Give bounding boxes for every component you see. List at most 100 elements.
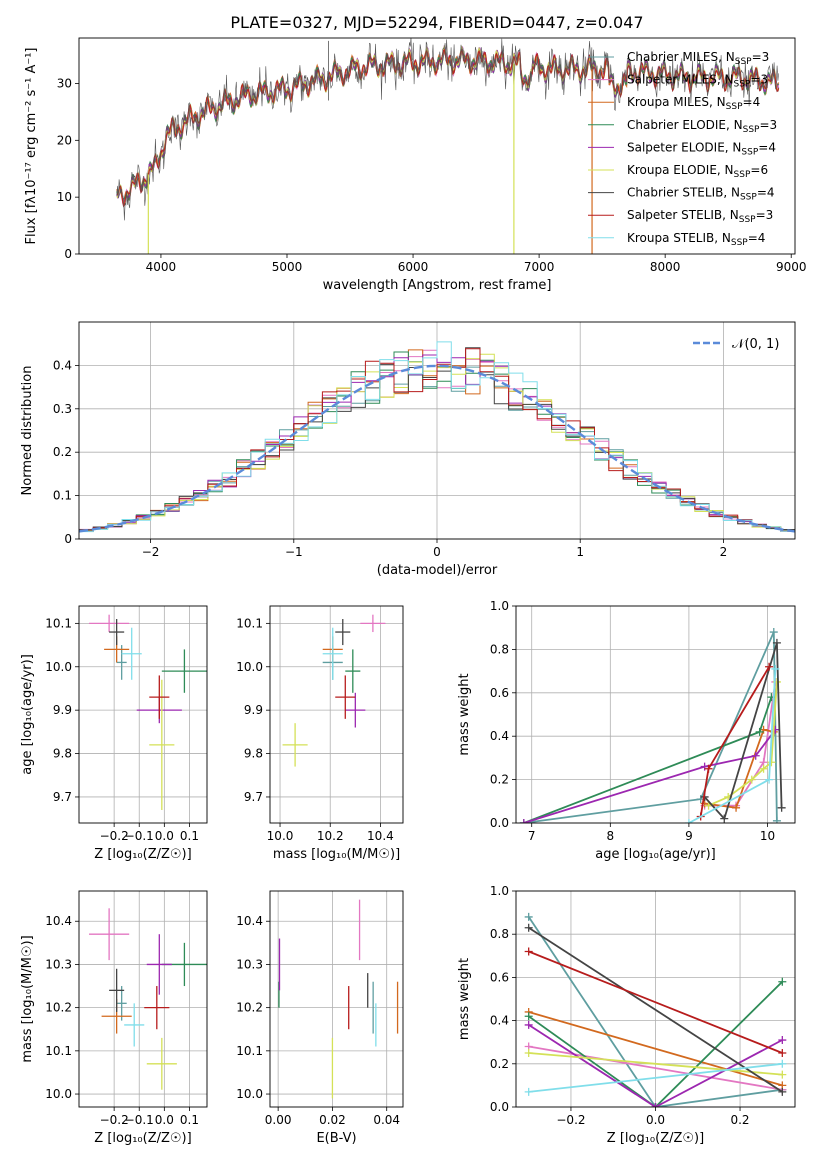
y-tick-label: 10.1 [236,616,263,630]
y-tick-label: 0.4 [490,1014,509,1028]
axes-frame [269,605,404,824]
normal-reference-curve [79,364,795,533]
legend-entry: Salpeter MILES, NSSP=3 [627,73,768,90]
x-tick-label: −0.1 [125,829,154,843]
plus-marker [759,764,768,773]
plus-marker [684,819,693,823]
plus-marker [778,1036,787,1045]
legend-entry: Salpeter STELIB, NSSP=3 [627,208,773,225]
axes: −0.2−0.1 0.0 0.1 9.7 9.8 9.9 10.0 10.1 Z [log₁₀(… [20,605,208,862]
axes: −2 −1 0 1 2 0 0.1 0.2 0.3 0.4 (data-model)/error No… [20,321,796,578]
plus-marker [524,923,533,932]
axes: 7 8 9 10 0.0 0.2 0.4 0.6 0.8 1.0 age [log₁₀(age/yr… [457,599,796,862]
y-axis-label: Flux [fλ10⁻¹⁷ erg cm⁻² s⁻¹ A⁻¹] [24,48,39,245]
plus-marker [751,751,760,760]
axes-frame [269,890,404,1108]
axes-frame [515,605,796,824]
x-tick-label: 6000 [398,260,429,274]
y-tick-label: 10.1 [45,1044,72,1058]
x-tick-label: −1 [285,545,303,559]
panel-mass-vs-EBV: 0.00 0.02 0.04 10.0 10.1 10.2 10.3 10.4 E(B-V) [236,890,404,1146]
axes-frame [78,890,208,1108]
axes: −0.2−0.1 0.0 0.1 10.0 10.1 10.2 10.3 10.4 Z [log… [20,890,208,1146]
x-tick-label: 9 [685,829,693,843]
grid [516,890,795,1108]
x-tick-label: 0.0 [155,829,174,843]
legend-entry: Chabrier ELODIE, NSSP=3 [627,118,777,135]
y-tick-label: 10.2 [45,1001,72,1015]
y-axis-label: mass weight [457,958,472,1040]
y-tick-label: 10.2 [236,1001,263,1015]
grid [270,891,403,1107]
y-tick-label: 30 [57,76,72,90]
y-tick-label: 10.1 [45,616,72,630]
plot-area [89,908,207,1090]
x-tick-label: 7 [528,829,536,843]
y-tick-label: 10.0 [236,660,263,674]
y-axis-label: age [log₁₀(age/yr)] [20,654,35,775]
plot-area [79,341,795,533]
x-axis-label: (data-model)/error [377,563,498,578]
plus-marker [732,803,741,812]
plus-marker [519,819,528,823]
y-tick-label: 9.9 [53,703,72,717]
y-tick-label: 10.3 [236,957,263,971]
y-tick-label: 10.3 [45,957,72,971]
y-tick-label: 20 [57,133,72,147]
x-tick-label: 0.2 [730,1113,749,1127]
x-tick-label: 2 [720,545,728,559]
y-tick-label: 0.0 [490,1100,509,1114]
y-tick-label: 1.0 [490,599,509,613]
axes: −0.2 0.0 0.2 0.0 0.2 0.4 0.6 0.8 1.0 Z [log₁₀(Z/Z… [457,884,796,1146]
x-tick-label: 10.4 [367,829,394,843]
plus-marker [524,1049,533,1057]
y-axis-label: mass [log₁₀(M/M☉)] [20,935,35,1062]
x-tick-label: 0.0 [646,1113,665,1127]
plus-marker [765,662,774,671]
axes-frame [78,321,796,540]
axes: 10.0 10.2 10.4 9.7 9.8 9.9 10.0 10.1 mass [log₁₀… [236,605,404,862]
x-tick-label: 10.2 [317,829,344,843]
plot-area [524,912,787,1107]
plus-marker [767,758,776,767]
y-tick-label: 9.7 [53,790,72,804]
plus-marker [704,801,713,810]
mass-weight-line [528,1052,783,1076]
x-axis-label: Z [log₁₀(Z/Z☉)] [607,1131,704,1146]
legend-entry: Chabrier MILES, NSSP=3 [627,50,769,67]
mass-weight-line [528,926,783,1093]
grid [79,606,207,823]
plus-marker [771,664,780,673]
plus-marker [778,1087,787,1096]
mass-weight-line [523,631,778,823]
plot-area [89,614,207,810]
plus-marker [524,912,533,921]
legend-entry: 𝒩(0, 1) [732,337,779,352]
x-tick-label: 0 [433,545,441,559]
grid [516,605,795,824]
residual-histogram-series [79,347,795,531]
legend-entry: Chabrier STELIB, NSSP=4 [627,186,775,203]
y-tick-label: 0.4 [53,358,72,372]
x-tick-label: 0.1 [180,829,199,843]
mass-weight-line [703,642,783,821]
grid [79,891,207,1107]
plot-area [116,38,780,254]
panel-weight-vs-age: 7 8 9 10 0.0 0.2 0.4 0.6 0.8 1.0 age [log₁₀(age/yr… [457,599,796,862]
mass-weight-line [528,950,783,1054]
y-tick-label: 10.1 [236,1044,263,1058]
panel-weight-vs-Z: −0.2 0.0 0.2 0.0 0.2 0.4 0.6 0.8 1.0 Z [log₁₀(Z/Z… [457,884,796,1146]
plot-area [282,614,386,767]
x-tick-label: 0.04 [373,1113,400,1127]
x-axis-label: Z [log₁₀(Z/Z☉)] [94,1131,191,1146]
plus-marker [777,803,786,812]
y-tick-label: 0.6 [490,970,509,984]
axes-frame [78,37,796,255]
y-tick-label: 9.8 [244,747,263,761]
x-tick-label: 0.02 [319,1113,346,1127]
y-tick-label: 0 [64,247,72,261]
plus-marker [755,727,764,736]
x-tick-label: −0.2 [100,1113,129,1127]
x-tick-label: 0.0 [155,1113,174,1127]
